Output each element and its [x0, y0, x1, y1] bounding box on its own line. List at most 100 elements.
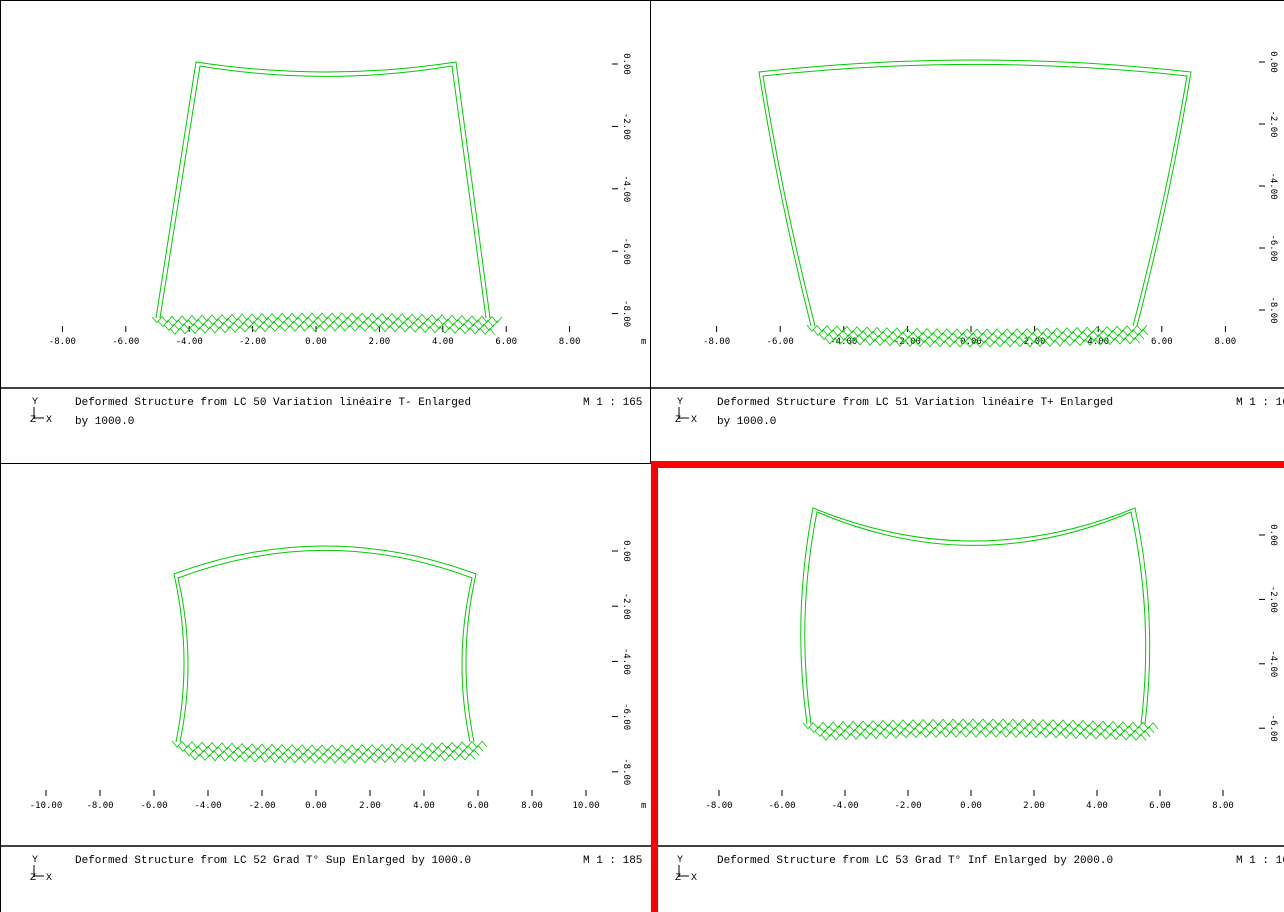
- spring-row: [812, 328, 1149, 340]
- y-tick: -4.00: [1259, 650, 1278, 677]
- x-tick: -6.00: [140, 790, 168, 811]
- y-tick-label: -6.00: [621, 238, 631, 265]
- spring-row: [808, 722, 1155, 734]
- deformed-structure: [800, 507, 1151, 725]
- caption-subtitle: by 1000.0: [717, 416, 776, 428]
- x-tick: -2.00: [248, 790, 276, 811]
- x-tick: -8.00: [705, 790, 733, 811]
- deformed-structure: [758, 59, 1192, 327]
- x-tick-label: -2.00: [248, 801, 275, 811]
- spring-row: [818, 332, 1145, 344]
- y-tick: -6.00: [612, 703, 631, 730]
- structure-inner-line: [159, 65, 487, 319]
- x-tick: -8.00: [49, 326, 76, 347]
- y-tick: 0.00: [1259, 51, 1278, 73]
- axis-triad-icon: Y Z X: [30, 855, 52, 884]
- x-tick-label: 4.00: [1087, 337, 1109, 347]
- x-tick-label: 6.00: [467, 801, 489, 811]
- scale-label: M 1 : 163: [1236, 855, 1284, 867]
- units-label: m: [641, 337, 646, 347]
- x-tick-label: 8.00: [1215, 337, 1237, 347]
- axis-y-label: Y: [32, 855, 38, 866]
- x-tick-label: 4.00: [413, 801, 435, 811]
- structure-plot-lc53: -8.00 -6.00 -4.00 -2.00 0.00 2.00 4.00 6.00 8.00…: [651, 507, 1284, 884]
- axis-y-label: Y: [32, 397, 38, 408]
- x-tick: -6.00: [767, 326, 794, 347]
- y-tick: -2.00: [1259, 110, 1278, 138]
- viewport-lc52[interactable]: -10.00 -8.00 -6.00 -4.00 -2.00 0.00 2.00 4.00 6.…: [0, 464, 651, 912]
- axis-z-label: Z: [675, 873, 681, 884]
- x-tick-label: 6.00: [495, 337, 517, 347]
- x-axis-ticks: -8.00 -6.00 -4.00 -2.00 0.00 2.00 4.00 6.00 8.00: [49, 326, 581, 347]
- spring-row: [820, 730, 1147, 741]
- caption-title: Deformed Structure from LC 51 Variation …: [717, 397, 1113, 409]
- x-tick-label: 10.00: [572, 801, 599, 811]
- x-tick: 2.00: [359, 790, 381, 811]
- y-tick: -4.00: [1259, 172, 1278, 200]
- y-tick: -2.00: [1259, 586, 1278, 613]
- x-tick-label: 0.00: [305, 801, 327, 811]
- y-tick-label: -6.00: [1268, 715, 1278, 742]
- axis-y-label: Y: [677, 397, 683, 408]
- structure-inner-line: [177, 549, 473, 743]
- y-tick: -8.00: [612, 758, 631, 785]
- y-tick-label: 0.00: [621, 53, 631, 75]
- x-tick: 8.00: [521, 790, 543, 811]
- x-tick: -6.00: [112, 326, 139, 347]
- x-tick: 6.00: [1149, 790, 1171, 811]
- axis-triad-icon: Y Z X: [675, 397, 697, 426]
- x-tick-label: 8.00: [1212, 801, 1234, 811]
- x-tick-label: 8.00: [559, 337, 581, 347]
- x-tick-label: 0.00: [960, 337, 982, 347]
- y-tick: -6.00: [1259, 715, 1278, 742]
- y-tick-label: -2.00: [621, 593, 631, 620]
- x-tick: 8.00: [1215, 326, 1237, 347]
- axis-triad-icon: Y Z X: [675, 855, 697, 884]
- x-tick-label: -2.00: [894, 801, 921, 811]
- x-tick: 2.00: [1023, 790, 1045, 811]
- viewport-lc53[interactable]: -8.00 -6.00 -4.00 -2.00 0.00 2.00 4.00 6.00 8.00…: [651, 464, 1284, 912]
- viewport-lc51[interactable]: -8.00 -6.00 -4.00 -2.00 0.00 2.00 4.00 6.00 8.00…: [651, 0, 1284, 464]
- x-tick: -4.00: [194, 790, 222, 811]
- spring-row: [177, 744, 484, 756]
- y-tick-label: -4.00: [1268, 172, 1278, 199]
- spring-row: [189, 753, 476, 764]
- y-tick: -2.00: [612, 593, 631, 620]
- structure-inner-line: [804, 511, 1147, 725]
- y-tick-label: -2.00: [1268, 110, 1278, 137]
- deformed-structure: [173, 545, 477, 743]
- vertical-divider: [650, 0, 651, 464]
- x-tick-label: -6.00: [768, 801, 795, 811]
- x-tick: -6.00: [768, 790, 796, 811]
- x-tick: 6.00: [467, 790, 489, 811]
- support-springs: [151, 312, 503, 335]
- y-tick: -4.00: [612, 648, 631, 675]
- x-tick-label: 4.00: [1086, 801, 1108, 811]
- viewport-lc50[interactable]: -8.00 -6.00 -4.00 -2.00 0.00 2.00 4.00 6.00 8.00…: [0, 0, 651, 464]
- axis-z-label: Z: [30, 873, 36, 884]
- y-tick: 0.00: [612, 540, 631, 562]
- y-tick-label: 0.00: [1268, 51, 1278, 73]
- deformed-structure: [155, 61, 491, 319]
- y-tick-label: -4.00: [621, 175, 631, 202]
- structure-outer-line: [758, 59, 1192, 327]
- x-tick: 4.00: [1087, 326, 1109, 347]
- axis-z-label: Z: [675, 415, 681, 426]
- y-tick: -8.00: [1259, 296, 1278, 324]
- support-springs: [802, 718, 1159, 741]
- y-axis-ticks: 0.00 -2.00 -4.00 -6.00 -8.00: [1259, 51, 1278, 324]
- x-tick-label: -10.00: [30, 801, 63, 811]
- y-axis-ticks: 0.00 -2.00 -4.00 -6.00: [1259, 524, 1278, 742]
- y-tick-label: -8.00: [621, 300, 631, 327]
- axis-triad-icon: Y Z X: [30, 397, 52, 426]
- x-tick-label: -6.00: [767, 337, 794, 347]
- structure-outer-line: [155, 61, 491, 319]
- x-tick-label: 6.00: [1149, 801, 1171, 811]
- y-tick: -2.00: [612, 113, 631, 140]
- scale-label: M 1 : 185: [583, 855, 642, 867]
- y-tick-label: -4.00: [621, 648, 631, 675]
- x-tick: -8.00: [86, 790, 114, 811]
- x-tick-label: 6.00: [1151, 337, 1173, 347]
- y-tick: -6.00: [612, 238, 631, 265]
- x-tick: 0.00: [960, 790, 982, 811]
